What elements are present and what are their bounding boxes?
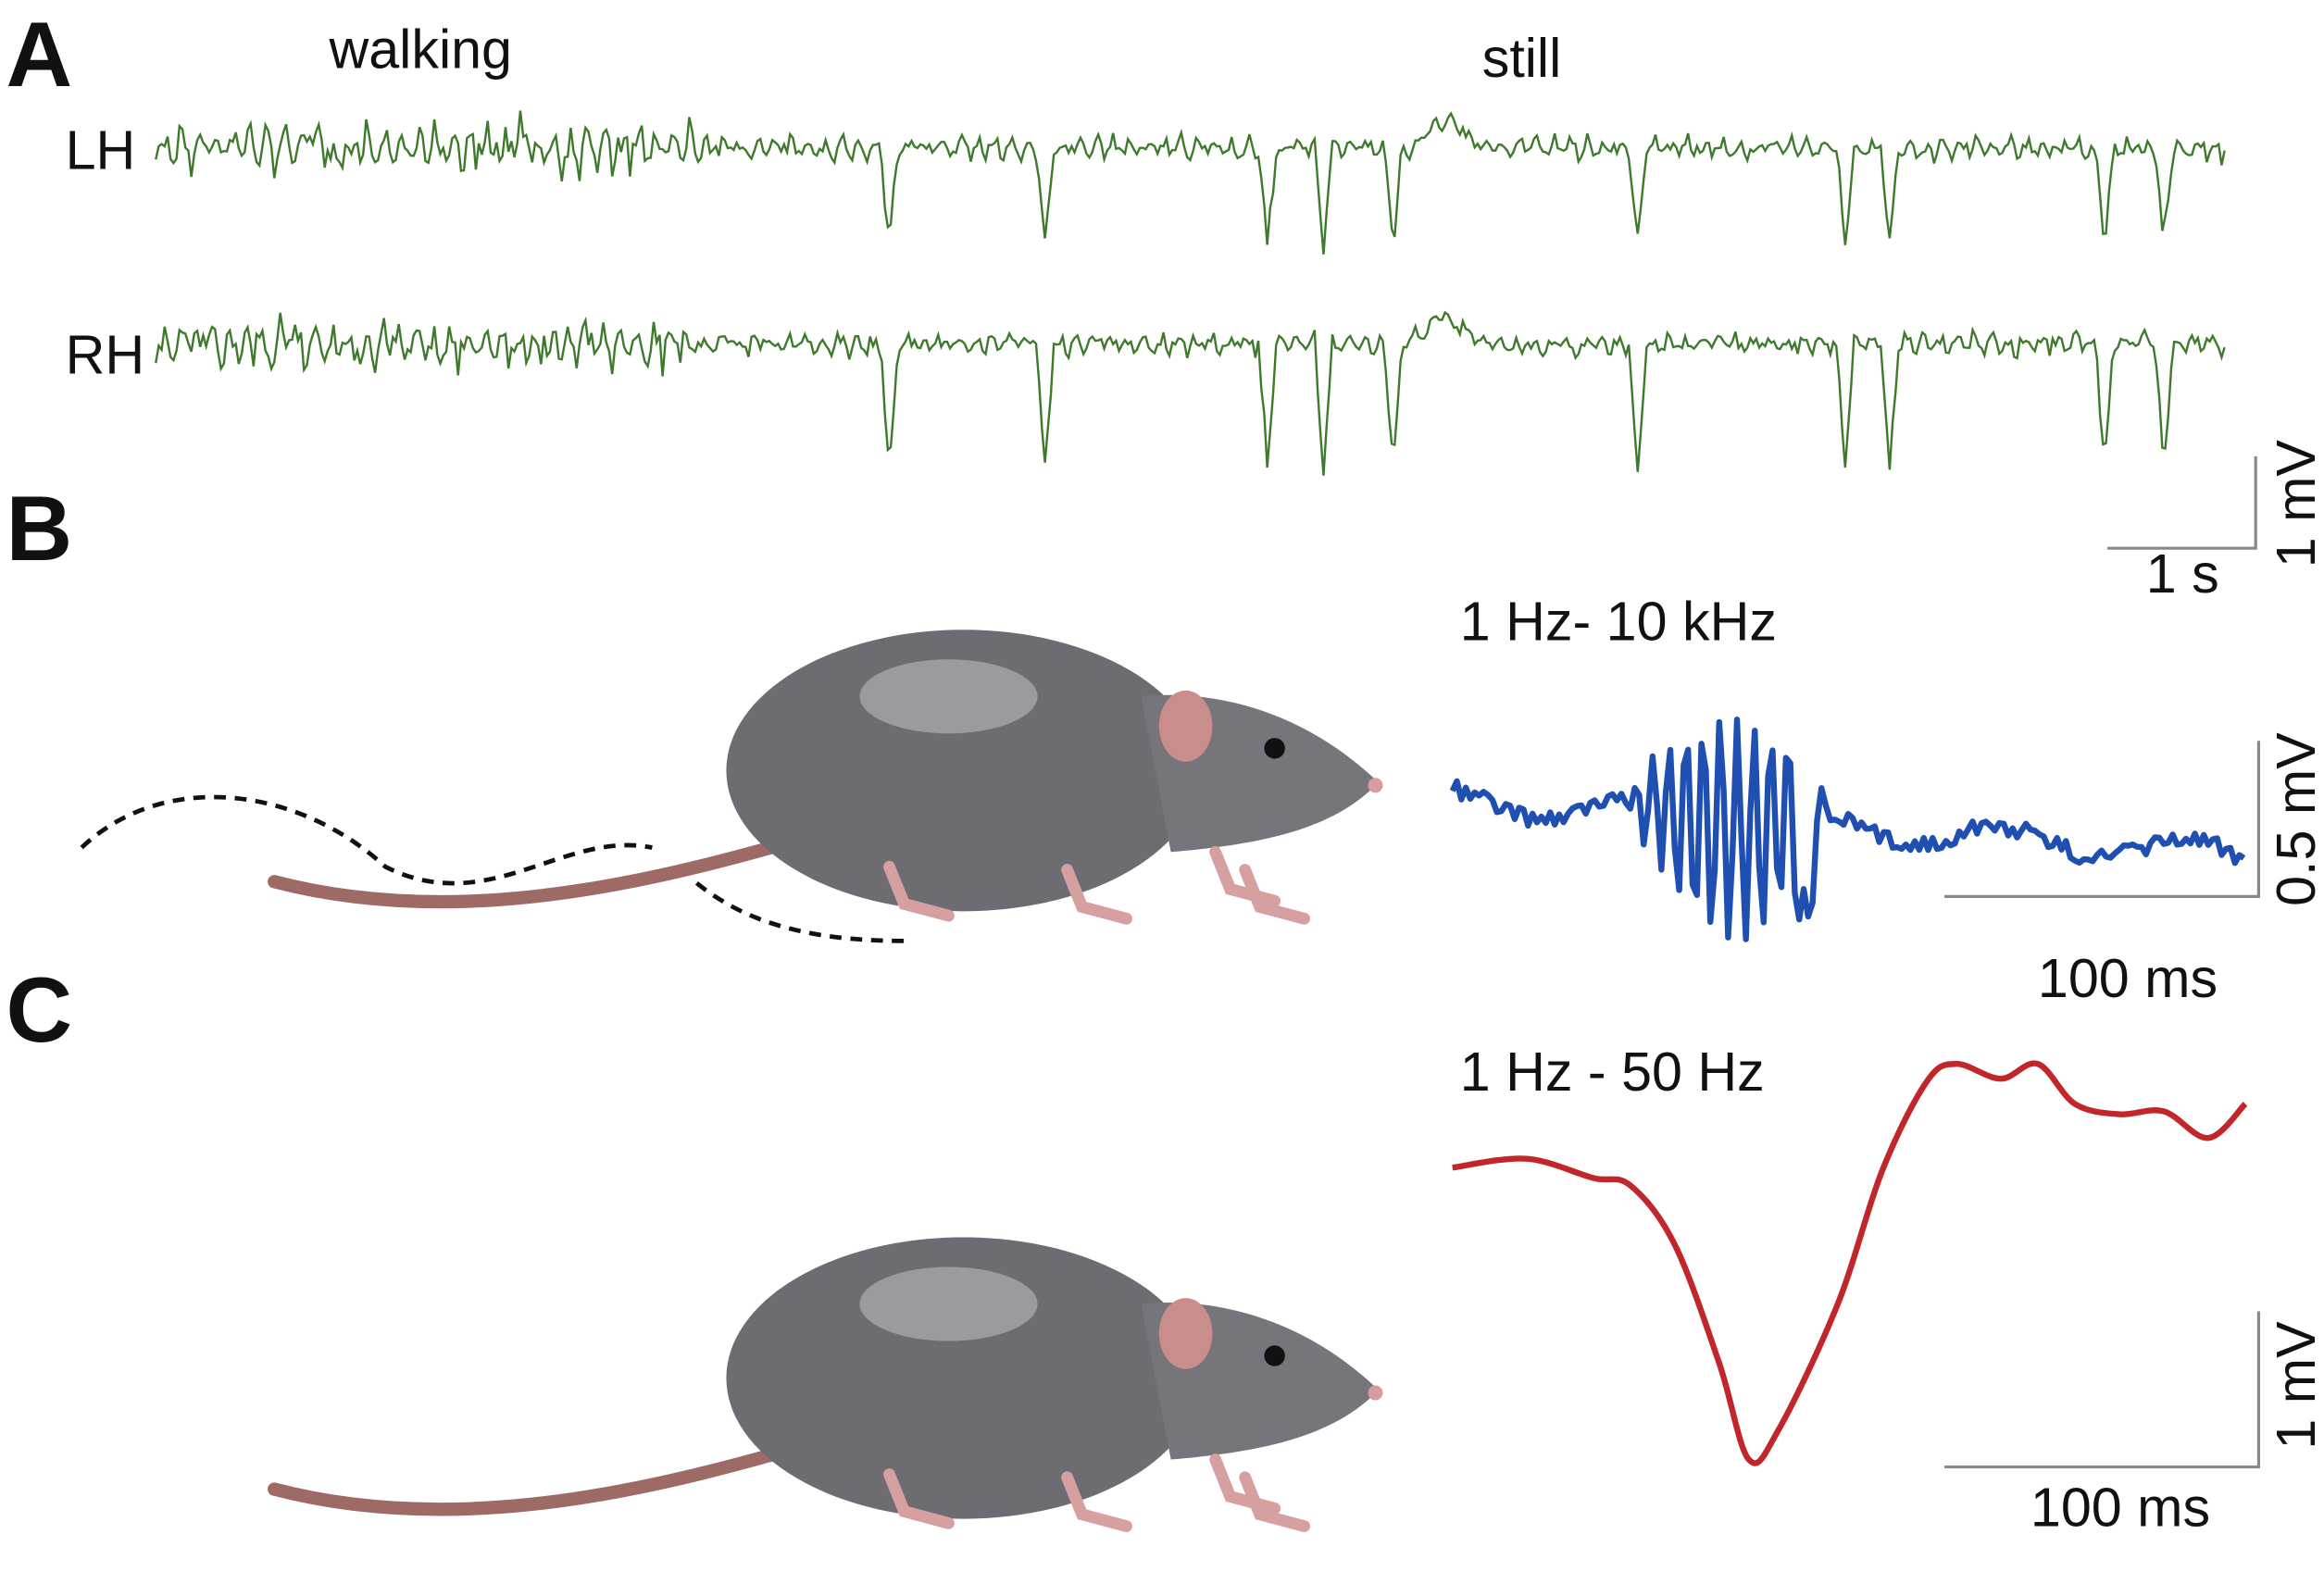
highlight [859,659,1038,734]
eye [1264,1345,1285,1366]
filtered-trace [1449,717,2246,942]
eeg-trace [155,310,2226,476]
paw [1239,864,1311,925]
paw [883,1468,955,1529]
tether [694,881,905,943]
body [726,1237,1201,1519]
highlight [859,1266,1038,1341]
paw [1061,1471,1132,1532]
scale-bar [1944,1311,2261,1469]
rat-illustration [80,630,1383,943]
scale-label: 1 mV [2265,1321,2324,1450]
scale-label: 100 ms [2030,1477,2210,1539]
nose [1368,778,1383,793]
annotation: walking [328,19,512,81]
filter-label: 1 Hz- 10 kHz [1460,590,1777,652]
paw [1239,1471,1311,1532]
annotation: still [1482,27,1562,89]
eeg-trace [155,110,2226,255]
paw [883,860,955,922]
scale-label: 1 mV [2265,440,2324,568]
scale-label: 1 s [2146,543,2219,605]
scale-label: 0.5 mV [2265,732,2324,906]
panel-label: B [6,478,73,580]
rat-illustration [268,1237,1383,1532]
ear [1158,690,1213,762]
blue-trace [1449,717,2246,942]
channel-label: RH [66,323,145,385]
channel-label: LH [66,118,136,181]
tail [268,1448,778,1516]
tether [80,794,653,886]
body [726,630,1201,912]
ear [1158,1298,1213,1369]
filter-label: 1 Hz - 50 Hz [1460,1041,1765,1103]
filtered-trace [1452,1060,2248,1466]
eeg-traces [155,110,2226,476]
panel-label: C [6,959,73,1062]
scale-bar [2107,455,2257,550]
scale-label: 100 ms [2038,947,2218,1009]
red-trace [1452,1060,2248,1466]
rat [80,630,1383,943]
eye [1264,738,1285,759]
nose [1368,1385,1383,1401]
panel-label: A [6,4,73,106]
tail [268,841,778,909]
scale-bar [1944,741,2261,898]
paw [1061,864,1132,925]
rat [268,1237,1383,1532]
